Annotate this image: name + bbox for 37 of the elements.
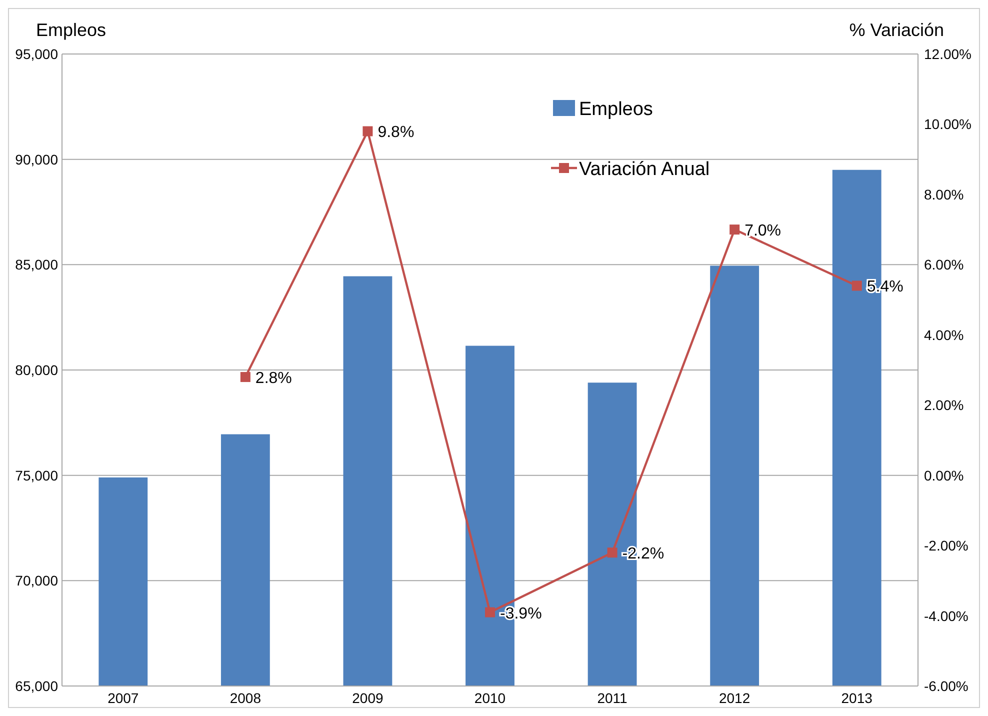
point [362,126,373,136]
x-tick-label: 2012 [718,690,750,706]
x-tick-label: 2011 [597,690,628,706]
legend-label: Variación Anual [579,159,710,180]
point [240,372,250,382]
y2-tick-label: 6.00% [924,256,964,273]
y-tick-label: 65,000 [15,678,58,694]
data-label: 2.8% [255,370,292,388]
y-tick-label: 90,000 [15,151,58,168]
y-tick-label: 80,000 [15,362,58,378]
y2-tick-label: -2.00% [924,538,968,554]
y-tick-label: 95,000 [15,46,58,62]
y2-tick-label: 4.00% [924,326,964,343]
point [607,548,618,558]
y2-tick-label: 2.00% [924,397,964,414]
point [852,280,862,291]
y2-axis-title: % Variación [849,20,944,40]
y2-tick-label: -6.00% [924,678,968,694]
y2-tick-label: 0.00% [924,467,964,484]
y2-tick-label: 12.00% [924,46,972,62]
data-label: 7.0% [744,222,782,240]
x-tick-label: 2010 [474,690,506,706]
y2-tick-label: -4.00% [924,608,968,624]
x-tick-label: 2013 [841,690,873,706]
legend-label: Empleos [579,99,653,120]
x-tick-label: 2008 [230,690,262,706]
y-tick-label: 70,000 [15,572,58,589]
y2-tick-label: 8.00% [924,186,964,202]
y-axis-title: Empleos [36,20,106,40]
y-tick-label: 75,000 [15,467,58,484]
point [485,607,495,618]
y-tick-label: 85,000 [15,256,58,273]
y2-tick-label: 10.00% [924,116,972,132]
x-tick-label: 2009 [352,690,384,706]
x-tick-label: 2007 [108,690,139,706]
data-label: 9.8% [378,124,414,142]
point [730,224,740,235]
